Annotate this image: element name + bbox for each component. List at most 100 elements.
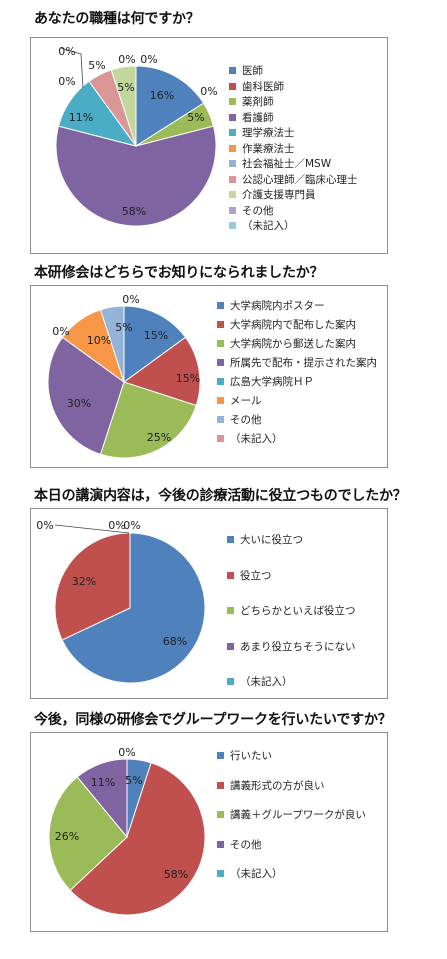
- chart1-legend-swatch-8: [229, 191, 236, 198]
- chart1-legend-label-3: 看護師: [242, 111, 274, 124]
- chart1-legend-label-8: 介護支援専門員: [242, 189, 316, 201]
- chart1-legend-item-10: （未記入）: [229, 218, 295, 233]
- chart4-legend-swatch-2: [217, 811, 224, 818]
- chart3-pct-label-4: 0%: [36, 519, 53, 532]
- chart2-legend-swatch-3: [217, 359, 224, 366]
- chart4-slice-3: [76, 758, 128, 839]
- chart2-pct-label-5: 10%: [87, 334, 111, 347]
- chart2-legend-label-3: 所属先で配布・提示された案内: [230, 357, 377, 369]
- chart2-slice-3: [47, 336, 125, 455]
- chart3-pct-label-2: 0%: [108, 519, 125, 532]
- chart2-legend-label-1: 大学病院内で配布した案内: [230, 319, 356, 331]
- chart4-legend-swatch-4: [217, 870, 224, 877]
- chart1-legend-swatch-2: [229, 98, 236, 105]
- chart4-legend-item-2: 講義＋グループワークが良い: [217, 807, 366, 822]
- chart1-pct-label-9: 0%: [118, 53, 135, 66]
- chart4-legend-label-3: その他: [230, 838, 262, 851]
- chart2-pie: 15% 15% 25% 30% 0% 10% 5% 0%: [47, 293, 201, 459]
- chart1-legend-swatch-4: [229, 129, 236, 136]
- chart1-slice-3: [55, 125, 217, 227]
- chart3-legend-label-0: 大いに役立つ: [240, 534, 303, 546]
- chart4-legend-label-0: 行いたい: [230, 750, 272, 762]
- chart2-legend-swatch-1: [217, 321, 224, 328]
- chart2-pct-label-6: 5%: [115, 321, 132, 334]
- chart2-legend-item-4: 広島大学病院ＨＰ: [217, 374, 314, 389]
- chart1-slice-0: [135, 65, 205, 147]
- chart2-legend-swatch-6: [217, 416, 224, 423]
- chart3-legend-swatch-4: [227, 678, 234, 685]
- chart1-legend-swatch-7: [229, 175, 236, 183]
- chart3-slice-0: [61, 532, 206, 684]
- chart2-legend-item-3: 所属先で配布・提示された案内: [217, 355, 377, 370]
- chart4-pct-label-4: 0%: [118, 746, 135, 759]
- chart1-legend-item-0: 医師: [229, 63, 263, 78]
- chart4-legend-swatch-0: [217, 752, 224, 759]
- chart2-title: 本研修会はどちらでお知りになられましたか？: [34, 265, 324, 281]
- chart4-pct-label-3: 11%: [91, 776, 115, 789]
- chart4-pct-label-2: 26%: [55, 830, 79, 843]
- chart1-legend-item-8: 介護支援専門員: [229, 187, 316, 202]
- chart1-pct-label-8: 5%: [117, 81, 134, 94]
- chart1-pct-label-3: 58%: [122, 205, 146, 218]
- chart4-legend-label-4: （未記入）: [230, 868, 283, 880]
- chart2-pct-label-7: 0%: [52, 325, 69, 338]
- chart3-slice-1: [54, 532, 131, 641]
- chart2-legend-item-1: 大学病院内で配布した案内: [217, 317, 356, 332]
- chart1-pct-label-4: 11%: [69, 111, 93, 124]
- chart1-pie: 16% 0% 5% 58% 11% 0% 0% 5% 5% 0% 0%: [55, 45, 218, 227]
- chart1-legend-label-6: 社会福祉士／MSW: [242, 158, 332, 170]
- chart1-legend-label-2: 薬剤師: [242, 96, 274, 108]
- chart1-legend-item-1: 歯科医師: [229, 79, 284, 94]
- chart1-legend-swatch-9: [229, 206, 236, 214]
- chart2-pct-label-1: 15%: [176, 372, 200, 385]
- chart3-pct-label-1: 32%: [72, 575, 96, 588]
- chart3-legend-swatch-3: [227, 642, 234, 650]
- chart1-legend-item-7: 公認心理師／臨床心理士: [229, 172, 358, 187]
- chart3-legend-label-4: （未記入）: [240, 676, 293, 688]
- chart3-legend-item-2: どちらかといえば役立つ: [227, 603, 356, 618]
- chart1-legend-label-0: 医師: [242, 65, 263, 77]
- chart1-legend-swatch-5: [229, 144, 236, 152]
- chart3-legend-swatch-2: [227, 607, 234, 614]
- chart3-legend-swatch-0: [227, 536, 234, 543]
- chart1-frame: 16% 0% 5% 58% 11% 0% 0% 5% 5% 0% 0% 医師 歯科医師 薬剤師 看護師 理学…: [30, 37, 388, 254]
- chart4-pie: 5% 58% 26% 11% 0%: [48, 746, 206, 916]
- chart2-legend-swatch-7: [217, 435, 224, 442]
- chart2-legend-item-7: （未記入）: [217, 431, 283, 446]
- chart2-legend-label-6: その他: [230, 414, 262, 426]
- chart2-legend-label-0: 大学病院内ポスター: [230, 300, 325, 312]
- chart4-legend-label-1: 講義形式の方が良い: [230, 779, 325, 792]
- chart4-pct-label-1: 58%: [164, 868, 188, 881]
- chart2-legend-item-6: その他: [217, 412, 262, 427]
- chart1-legend-swatch-6: [229, 160, 236, 167]
- chart3-legend-label-2: どちらかといえば役立つ: [240, 605, 356, 617]
- chart2-legend-swatch-0: [217, 302, 224, 309]
- chart3-frame: 68% 32% 0% 0% 0% 大いに役立つ 役立つ どちらかといえば役立つ あまり役立ちそ…: [30, 508, 388, 699]
- chart2-legend-label-5: メール: [230, 395, 262, 407]
- chart2-pct-label-2: 25%: [147, 431, 171, 444]
- chart3-legend-item-1: 役立つ: [227, 568, 272, 583]
- chart3-legend-swatch-1: [227, 571, 234, 579]
- chart1-legend-item-4: 理学療法士: [229, 125, 295, 140]
- chart3-pie: 68%32%0%0%0%: [36, 519, 206, 684]
- chart2-legend-swatch-4: [217, 378, 224, 385]
- chart1-legend-item-2: 薬剤師: [229, 94, 274, 109]
- chart2-pct-label-3: 30%: [67, 397, 91, 410]
- chart4-legend-label-2: 講義＋グループワークが良い: [230, 809, 366, 821]
- chart3-legend-item-0: 大いに役立つ: [227, 532, 303, 547]
- chart1-legend-label-4: 理学療法士: [242, 127, 295, 139]
- chart3-pct-label-0: 68%: [163, 635, 187, 648]
- chart1-legend-swatch-0: [229, 67, 236, 74]
- chart4-frame: 5% 58% 26% 11% 0% 行いたい 講義形式の方が良い 講義＋グループワークが良い…: [30, 732, 388, 932]
- chart4-slice-2: [48, 776, 128, 892]
- chart3-legend-label-3: あまり役立ちそうにない: [240, 640, 356, 653]
- chart1-legend-item-9: その他: [229, 203, 274, 218]
- chart3-legend-item-3: あまり役立ちそうにない: [227, 639, 356, 654]
- chart2-legend-swatch-2: [217, 340, 224, 347]
- chart1-leader-6: [60, 47, 84, 89]
- chart1-pct-label-5: 0%: [58, 75, 75, 88]
- chart1-legend-label-10: （未記入）: [242, 220, 295, 232]
- chart1-pct-label-6: 0%: [58, 45, 75, 58]
- chart1-pct-label-2: 5%: [187, 111, 204, 124]
- chart2-legend-item-5: メール: [217, 393, 262, 408]
